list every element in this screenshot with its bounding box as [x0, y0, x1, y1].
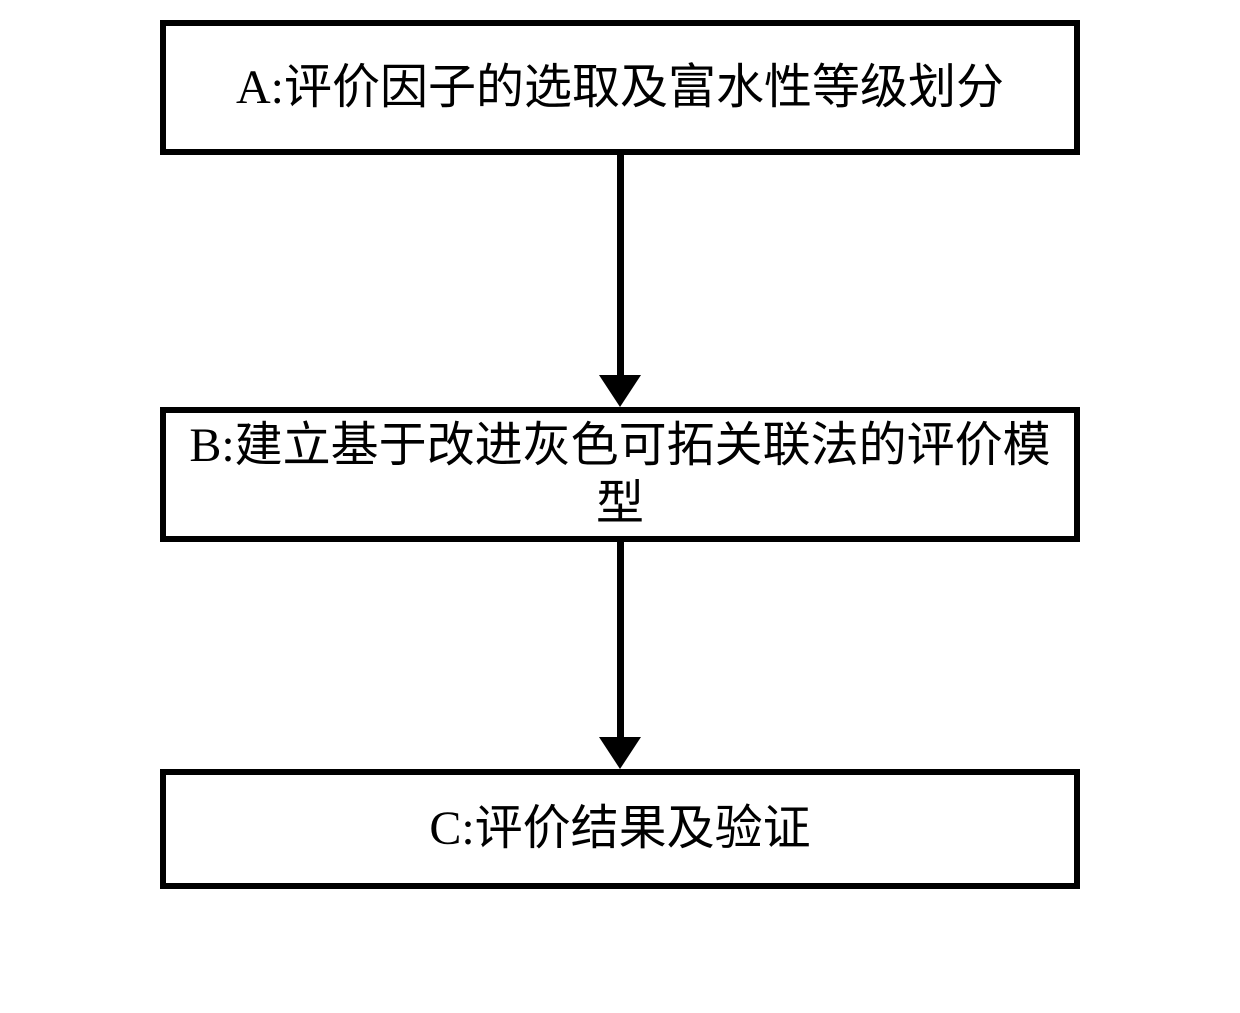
node-b-label: B:建立基于改进灰色可拓关联法的评价模型 — [186, 417, 1054, 532]
flowchart-node-b: B:建立基于改进灰色可拓关联法的评价模型 — [160, 407, 1080, 542]
flowchart-node-a: A:评价因子的选取及富水性等级划分 — [160, 20, 1080, 155]
arrow-line-2 — [617, 542, 624, 737]
flowchart-node-c: C:评价结果及验证 — [160, 769, 1080, 889]
node-a-label: A:评价因子的选取及富水性等级划分 — [236, 59, 1004, 117]
flowchart-container: A:评价因子的选取及富水性等级划分 B:建立基于改进灰色可拓关联法的评价模型 C… — [0, 0, 1240, 1013]
arrow-a-to-b — [599, 155, 641, 407]
arrow-b-to-c — [599, 542, 641, 769]
node-c-label: C:评价结果及验证 — [429, 800, 810, 858]
arrow-line-1 — [617, 155, 624, 375]
arrow-head-2 — [599, 737, 641, 769]
arrow-head-1 — [599, 375, 641, 407]
